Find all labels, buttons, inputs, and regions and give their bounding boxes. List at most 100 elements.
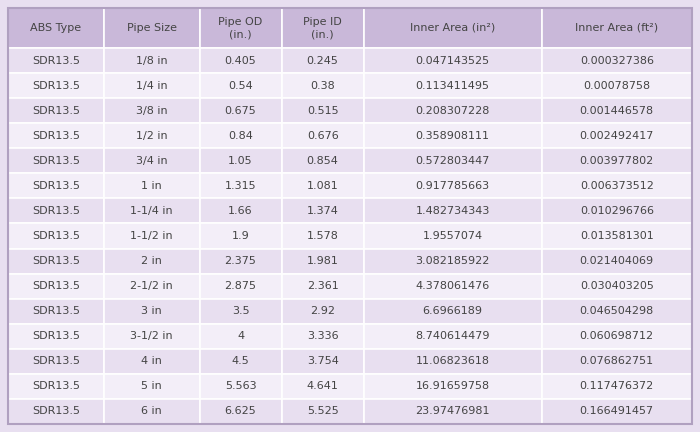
Text: SDR13.5: SDR13.5 bbox=[32, 381, 80, 391]
Bar bbox=[104, 48, 200, 73]
Bar bbox=[542, 73, 692, 98]
Text: Pipe Size: Pipe Size bbox=[127, 23, 176, 33]
Bar bbox=[199, 73, 281, 98]
Bar bbox=[104, 73, 200, 98]
Bar bbox=[104, 374, 200, 399]
Text: 3 in: 3 in bbox=[141, 306, 162, 316]
Text: 1/8 in: 1/8 in bbox=[136, 56, 167, 66]
Text: 0.38: 0.38 bbox=[310, 81, 335, 91]
Text: SDR13.5: SDR13.5 bbox=[32, 281, 80, 291]
Text: 5.525: 5.525 bbox=[307, 407, 339, 416]
Bar bbox=[281, 374, 364, 399]
Text: 1-1/2 in: 1-1/2 in bbox=[130, 231, 173, 241]
Text: 4.5: 4.5 bbox=[232, 356, 249, 366]
Bar bbox=[542, 349, 692, 374]
Text: 0.003977802: 0.003977802 bbox=[580, 156, 654, 166]
Bar bbox=[104, 123, 200, 148]
Bar bbox=[364, 299, 542, 324]
Bar bbox=[542, 8, 692, 48]
Bar bbox=[199, 399, 281, 424]
Text: Pipe OD
(in.): Pipe OD (in.) bbox=[218, 17, 262, 39]
Bar bbox=[542, 324, 692, 349]
Bar bbox=[281, 299, 364, 324]
Bar bbox=[364, 223, 542, 248]
Text: 0.001446578: 0.001446578 bbox=[580, 106, 654, 116]
Text: 0.046504298: 0.046504298 bbox=[580, 306, 654, 316]
Bar bbox=[281, 248, 364, 273]
Text: SDR13.5: SDR13.5 bbox=[32, 256, 80, 266]
Bar bbox=[199, 48, 281, 73]
Bar bbox=[281, 123, 364, 148]
Text: SDR13.5: SDR13.5 bbox=[32, 131, 80, 141]
Bar bbox=[104, 223, 200, 248]
Bar bbox=[542, 173, 692, 198]
Text: 0.113411495: 0.113411495 bbox=[416, 81, 489, 91]
Bar bbox=[199, 123, 281, 148]
Text: 1-1/4 in: 1-1/4 in bbox=[130, 206, 173, 216]
Text: 3.082185922: 3.082185922 bbox=[415, 256, 490, 266]
Bar bbox=[281, 148, 364, 173]
Bar bbox=[104, 248, 200, 273]
Text: SDR13.5: SDR13.5 bbox=[32, 407, 80, 416]
Bar bbox=[8, 148, 104, 173]
Bar bbox=[8, 198, 104, 223]
Bar bbox=[364, 248, 542, 273]
Bar bbox=[104, 8, 200, 48]
Bar bbox=[199, 98, 281, 123]
Text: SDR13.5: SDR13.5 bbox=[32, 156, 80, 166]
Bar bbox=[542, 374, 692, 399]
Bar bbox=[281, 223, 364, 248]
Bar bbox=[199, 148, 281, 173]
Text: Inner Area (in²): Inner Area (in²) bbox=[410, 23, 495, 33]
Text: 3/8 in: 3/8 in bbox=[136, 106, 167, 116]
Bar bbox=[364, 8, 542, 48]
Bar bbox=[104, 349, 200, 374]
Bar bbox=[542, 198, 692, 223]
Text: 0.00078758: 0.00078758 bbox=[583, 81, 650, 91]
Bar bbox=[104, 299, 200, 324]
Bar bbox=[104, 173, 200, 198]
Bar bbox=[542, 148, 692, 173]
Bar bbox=[364, 173, 542, 198]
Bar bbox=[364, 349, 542, 374]
Bar bbox=[542, 299, 692, 324]
Text: 3.336: 3.336 bbox=[307, 331, 339, 341]
Text: 0.208307228: 0.208307228 bbox=[415, 106, 490, 116]
Bar bbox=[281, 273, 364, 299]
Text: 1.981: 1.981 bbox=[307, 256, 339, 266]
Text: 0.006373512: 0.006373512 bbox=[580, 181, 654, 191]
Bar bbox=[281, 399, 364, 424]
Text: 1.05: 1.05 bbox=[228, 156, 253, 166]
Bar bbox=[104, 399, 200, 424]
Bar bbox=[104, 98, 200, 123]
Text: 4.378061476: 4.378061476 bbox=[416, 281, 490, 291]
Bar bbox=[199, 198, 281, 223]
Text: 2.361: 2.361 bbox=[307, 281, 339, 291]
Bar bbox=[8, 48, 104, 73]
Bar bbox=[199, 248, 281, 273]
Text: 0.076862751: 0.076862751 bbox=[580, 356, 654, 366]
Text: 3-1/2 in: 3-1/2 in bbox=[130, 331, 173, 341]
Bar bbox=[8, 248, 104, 273]
Text: ABS Type: ABS Type bbox=[30, 23, 81, 33]
Bar bbox=[364, 148, 542, 173]
Text: 0.030403205: 0.030403205 bbox=[580, 281, 654, 291]
Text: 6 in: 6 in bbox=[141, 407, 162, 416]
Bar bbox=[364, 198, 542, 223]
Bar bbox=[364, 374, 542, 399]
Bar bbox=[542, 273, 692, 299]
Text: Pipe ID
(in.): Pipe ID (in.) bbox=[303, 17, 342, 39]
Text: 2.875: 2.875 bbox=[225, 281, 257, 291]
Bar bbox=[8, 123, 104, 148]
Text: 0.002492417: 0.002492417 bbox=[580, 131, 654, 141]
Text: 8.740614479: 8.740614479 bbox=[415, 331, 490, 341]
Text: 3/4 in: 3/4 in bbox=[136, 156, 167, 166]
Bar bbox=[8, 223, 104, 248]
Text: 0.010296766: 0.010296766 bbox=[580, 206, 654, 216]
Text: 3.5: 3.5 bbox=[232, 306, 249, 316]
Text: Inner Area (ft²): Inner Area (ft²) bbox=[575, 23, 658, 33]
Bar bbox=[8, 349, 104, 374]
Bar bbox=[281, 48, 364, 73]
Bar bbox=[104, 148, 200, 173]
Text: 11.06823618: 11.06823618 bbox=[416, 356, 489, 366]
